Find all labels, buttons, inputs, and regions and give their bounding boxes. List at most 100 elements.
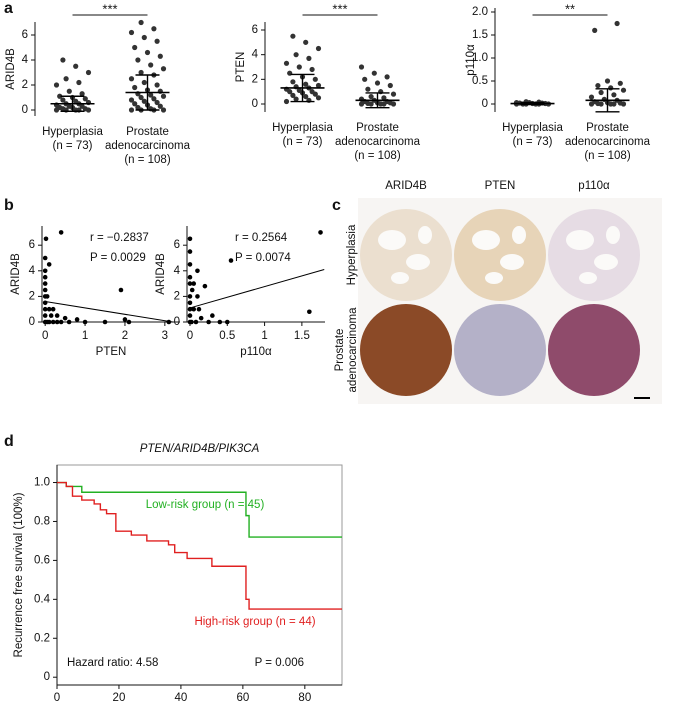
- data-point: [195, 268, 200, 274]
- data-point: [187, 281, 193, 286]
- data-point: [57, 93, 63, 99]
- data-point: [191, 306, 197, 312]
- data-point: [42, 313, 48, 318]
- data-point: [46, 262, 52, 267]
- ihc-image: [454, 304, 546, 396]
- data-point: [128, 76, 135, 82]
- data-point: [608, 85, 614, 91]
- x-axis-label: PTEN: [96, 346, 127, 358]
- data-point: [42, 255, 48, 261]
- data-point: [198, 315, 204, 321]
- data-point: [598, 89, 604, 96]
- y-tick-label: 4: [174, 265, 181, 277]
- data-point: [296, 87, 302, 94]
- x-tick-label: 0: [54, 692, 60, 702]
- data-point: [151, 96, 157, 102]
- x-category-label: (n = 108): [354, 150, 401, 162]
- data-point: [157, 53, 163, 59]
- data-point: [42, 274, 48, 280]
- y-tick-label: 1.0: [34, 477, 50, 489]
- x-category-label: Prostate: [586, 122, 629, 134]
- data-point: [135, 104, 141, 111]
- data-point: [132, 101, 138, 107]
- panel-letter: b: [4, 197, 14, 214]
- x-tick-label: 3: [162, 330, 168, 342]
- data-point: [290, 79, 296, 85]
- data-point: [58, 319, 64, 325]
- data-point: [54, 319, 60, 325]
- data-point: [228, 258, 234, 263]
- data-point: [54, 313, 60, 318]
- data-point: [224, 319, 230, 325]
- data-point: [138, 94, 144, 101]
- x-tick-label: 40: [175, 692, 188, 702]
- data-point: [595, 82, 601, 89]
- y-tick-label: 4: [29, 265, 36, 277]
- data-point: [187, 300, 193, 306]
- data-point: [42, 281, 48, 286]
- y-tick-label: 0: [482, 98, 488, 110]
- stat-annotation: r = 0.2564: [235, 232, 288, 244]
- data-point: [611, 92, 617, 98]
- x-category-label: adenocarcinoma: [335, 136, 421, 148]
- data-point: [374, 80, 381, 86]
- data-point: [315, 95, 322, 101]
- y-tick-label: 4: [22, 54, 29, 66]
- data-point: [154, 38, 160, 44]
- y-tick-label: 6: [29, 239, 35, 251]
- x-tick-label: 1.5: [294, 330, 310, 342]
- data-point: [187, 313, 193, 318]
- data-point: [604, 78, 611, 84]
- x-category-label: (n = 73): [513, 136, 553, 148]
- data-point: [128, 29, 135, 36]
- data-point: [102, 319, 108, 325]
- x-category-label: Prostate: [356, 122, 399, 134]
- data-point: [79, 91, 85, 97]
- ihc-row-label: Hyperplasia: [346, 224, 358, 285]
- y-tick-label: 0: [29, 316, 35, 328]
- data-point: [63, 76, 69, 82]
- series-label: Low-risk group (n = 45): [146, 499, 265, 511]
- data-point: [365, 86, 371, 92]
- x-category-label: adenocarcinoma: [105, 140, 191, 152]
- data-point: [290, 92, 296, 98]
- data-point: [290, 33, 296, 39]
- x-axis-label: p110α: [240, 346, 272, 358]
- data-point: [368, 93, 374, 100]
- data-point: [42, 287, 48, 293]
- stat-annotation: P = 0.0074: [235, 252, 291, 264]
- data-point: [283, 60, 290, 66]
- y-tick-label: 1.0: [472, 52, 488, 64]
- data-point: [73, 63, 79, 69]
- data-point: [217, 319, 223, 325]
- data-point: [132, 84, 138, 91]
- data-point: [160, 107, 167, 113]
- data-point: [620, 87, 627, 93]
- data-point: [371, 70, 377, 76]
- x-category-label: Hyperplasia: [272, 122, 333, 134]
- data-point: [141, 79, 147, 86]
- data-point: [148, 62, 154, 68]
- y-axis-label: ARID4B: [10, 253, 22, 295]
- ihc-column-label: PTEN: [485, 180, 516, 192]
- x-category-label: adenocarcinoma: [565, 136, 651, 148]
- data-point: [126, 319, 132, 325]
- data-point: [118, 287, 124, 293]
- data-point: [189, 319, 194, 325]
- stat-annotation: P = 0.0029: [90, 252, 146, 264]
- panel-letter: d: [4, 433, 14, 450]
- x-tick-label: 1: [261, 330, 267, 342]
- y-tick-label: 2: [174, 290, 180, 302]
- y-tick-label: 6: [252, 24, 258, 36]
- plot-frame: [56, 464, 343, 686]
- data-point: [66, 319, 72, 325]
- y-tick-label: 6: [22, 29, 28, 41]
- y-tick-label: 2: [22, 79, 28, 91]
- y-tick-label: 0.2: [34, 632, 50, 644]
- data-point: [128, 107, 135, 113]
- data-point: [362, 76, 368, 82]
- data-point: [73, 98, 79, 104]
- data-point: [187, 274, 193, 280]
- x-tick-label: 0: [187, 330, 193, 342]
